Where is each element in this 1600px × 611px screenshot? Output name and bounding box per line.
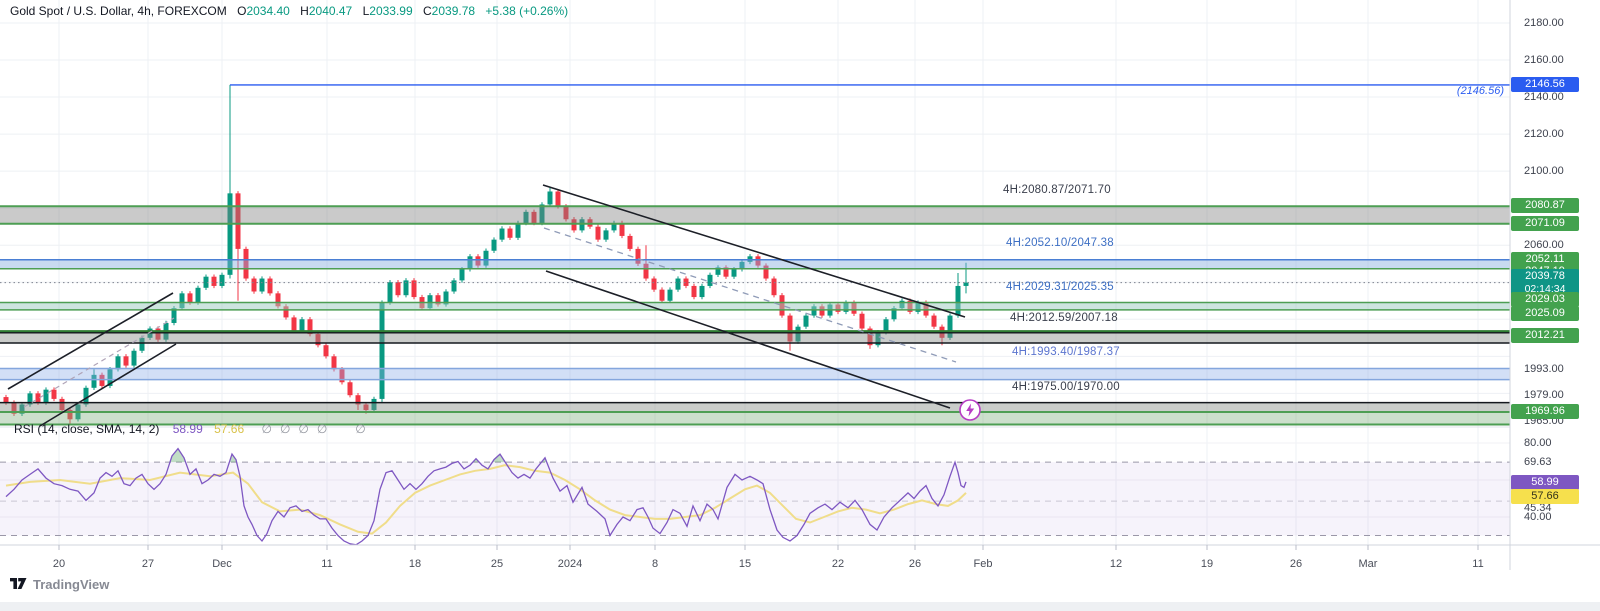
zone-label: 4H:2080.87/2071.70 bbox=[1003, 184, 1111, 196]
price-badge: 2029.03 bbox=[1511, 292, 1579, 307]
zone-label: 4H:2052.10/2047.38 bbox=[1006, 237, 1114, 249]
rsi-sma-value: 57.66 bbox=[214, 422, 245, 436]
symbol-title[interactable]: Gold Spot / U.S. Dollar, 4h, FOREXCOM bbox=[10, 4, 227, 18]
price-axis-tick: 2120.00 bbox=[1524, 128, 1564, 141]
price-badge: 2080.87 bbox=[1511, 198, 1579, 213]
price-axis-tick: 1979.00 bbox=[1524, 389, 1564, 402]
lightning-marker[interactable] bbox=[959, 399, 981, 421]
rsi-axis-tick: 45.34 bbox=[1524, 502, 1552, 514]
rsi-axis-tick: 80.00 bbox=[1524, 437, 1552, 449]
rsi-empty-value-marker: ∅ bbox=[298, 422, 309, 436]
price-axis-tick: 2100.00 bbox=[1524, 165, 1564, 178]
time-axis-label[interactable]: 8 bbox=[651, 558, 659, 570]
rsi-badge: 58.99 bbox=[1511, 475, 1579, 490]
rsi-line bbox=[5, 447, 967, 546]
rsi-sma-line bbox=[5, 464, 967, 535]
rsi-title[interactable]: RSI (14, close, SMA, 14, 2) bbox=[14, 422, 160, 436]
rsi-value: 58.99 bbox=[172, 422, 203, 436]
zone-label: 4H:2012.59/2007.18 bbox=[1010, 312, 1118, 324]
ohlc-open: 2034.40 bbox=[246, 4, 290, 18]
time-axis-label[interactable]: 11 bbox=[1472, 558, 1484, 570]
time-axis-label[interactable]: 19 bbox=[1200, 558, 1214, 570]
time-axis-label[interactable]: 20 bbox=[52, 558, 66, 570]
time-axis-label[interactable]: 26 bbox=[1289, 558, 1303, 570]
time-axis-label[interactable]: Feb bbox=[973, 558, 993, 570]
price-badge: 2052.11 bbox=[1511, 252, 1579, 267]
time-axis-label[interactable]: 25 bbox=[490, 558, 504, 570]
ohlc-c-label: C bbox=[423, 4, 432, 18]
zone-label: 4H:2029.31/2025.35 bbox=[1006, 281, 1114, 293]
price-axis-tick: 2160.00 bbox=[1524, 54, 1564, 66]
rsi-empty-value-marker: ∅ bbox=[316, 422, 328, 436]
price-badge: 2146.56 bbox=[1511, 77, 1579, 92]
time-axis-label[interactable]: 27 bbox=[141, 558, 155, 570]
price-badge: 1969.96 bbox=[1511, 404, 1579, 419]
ohlc-high: 2040.47 bbox=[308, 4, 353, 18]
rsi-axis-tick: 40.00 bbox=[1524, 511, 1552, 523]
ohlc-close: 2039.78 bbox=[431, 4, 476, 18]
rsi-legend[interactable]: RSI (14, close, SMA, 14, 2) 58.99 57.66 … bbox=[14, 422, 366, 436]
time-axis-label[interactable]: 18 bbox=[408, 558, 422, 570]
supply-demand-zones bbox=[0, 205, 1510, 426]
price-axis-tick: 2060.00 bbox=[1524, 239, 1564, 252]
rsi-badge: 57.66 bbox=[1511, 489, 1579, 504]
price-axis-tick: 2180.00 bbox=[1524, 16, 1564, 29]
change-value: +5.38 (+0.26%) bbox=[485, 4, 569, 18]
rsi-empty-value-marker: ∅ bbox=[261, 422, 272, 436]
trend-channels[interactable] bbox=[7, 184, 966, 427]
symbol-legend[interactable]: Gold Spot / U.S. Dollar, 4h, FOREXCOM O2… bbox=[10, 4, 568, 18]
tradingview-logo-text: TradingView bbox=[33, 577, 110, 592]
price-badge: 2071.09 bbox=[1511, 216, 1579, 231]
price-badge: 2012.21 bbox=[1511, 328, 1579, 343]
zone-label: 4H:1993.40/1987.37 bbox=[1012, 346, 1120, 358]
time-axis-label[interactable]: 11 bbox=[321, 558, 333, 570]
time-axis-label[interactable]: 26 bbox=[908, 558, 922, 570]
tradingview-logo[interactable]: TradingView bbox=[10, 577, 109, 592]
ohlc-o-label: O bbox=[237, 4, 247, 18]
tradingview-logo-icon bbox=[10, 578, 27, 589]
rsi-empty-value-marker: ∅ bbox=[355, 422, 366, 436]
time-axis-label[interactable]: Mar bbox=[1358, 558, 1378, 570]
time-axis-label[interactable]: 15 bbox=[738, 558, 752, 570]
zone-label: 4H:1975.00/1970.00 bbox=[1012, 381, 1120, 393]
rsi-axis-tick: 69.63 bbox=[1524, 456, 1552, 468]
time-axis-label[interactable]: 2024 bbox=[557, 558, 583, 570]
ray-price-label: (2146.56) bbox=[1456, 85, 1504, 97]
time-axis-label[interactable]: 22 bbox=[831, 558, 845, 570]
rsi-empty-value-marker: ∅ bbox=[279, 422, 291, 436]
price-badge: 2025.09 bbox=[1511, 306, 1579, 321]
ohlc-h-label: H bbox=[300, 4, 309, 18]
rsi-pane bbox=[0, 447, 1510, 546]
price-axis-tick: 1993.00 bbox=[1524, 363, 1564, 376]
price-axis-tick: 2140.00 bbox=[1524, 91, 1564, 104]
ohlc-l-label: L bbox=[362, 4, 370, 18]
time-axis-label[interactable]: 12 bbox=[1109, 558, 1123, 570]
time-axis-label[interactable]: Dec bbox=[212, 558, 232, 570]
ohlc-low: 2033.99 bbox=[369, 4, 413, 18]
grid bbox=[0, 0, 1510, 545]
